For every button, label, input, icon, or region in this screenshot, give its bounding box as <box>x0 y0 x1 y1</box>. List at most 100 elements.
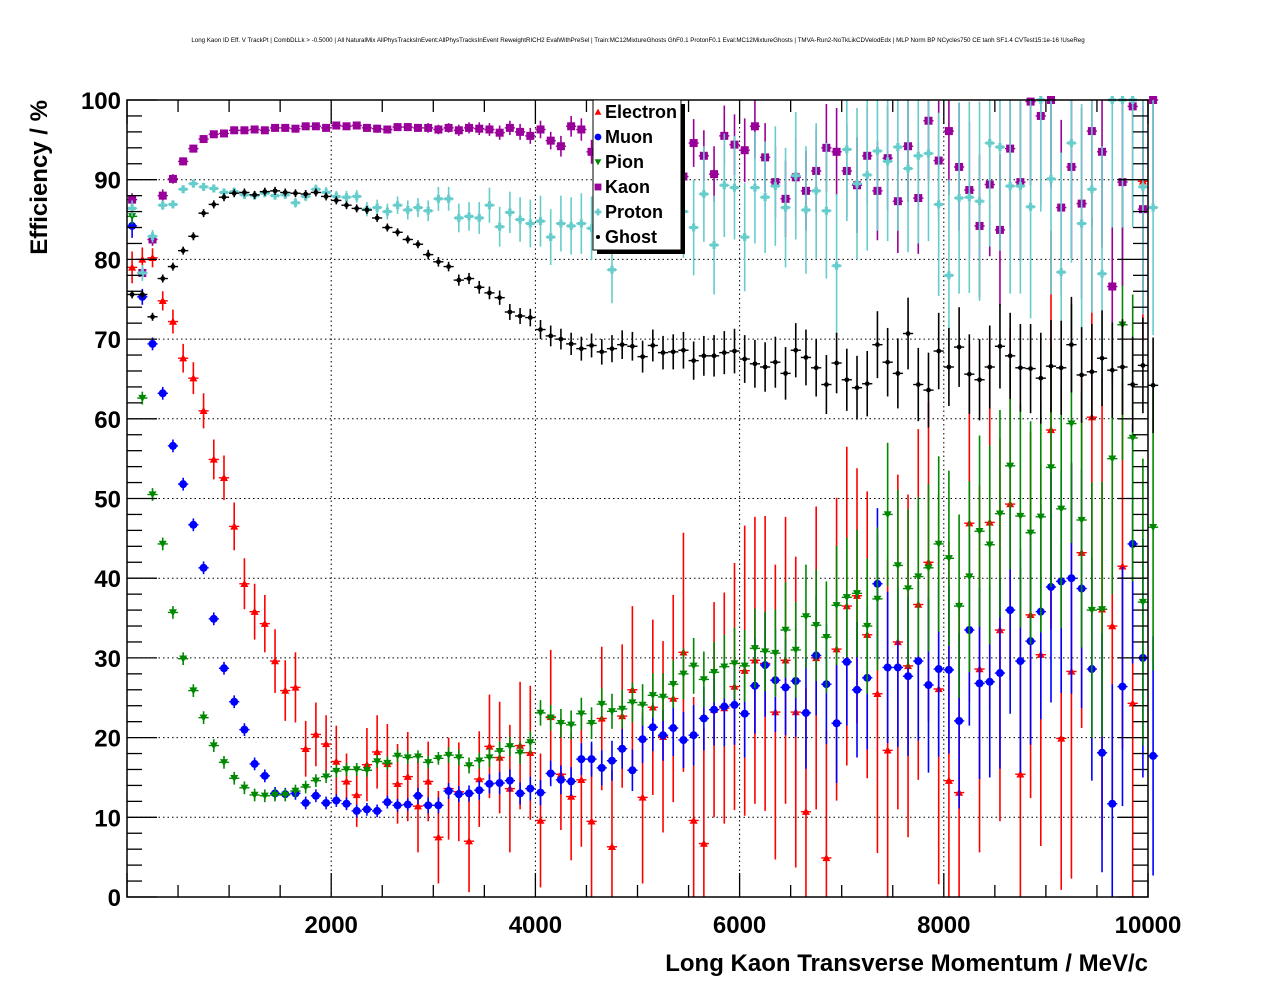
marker-triangle-down <box>342 766 351 774</box>
data-point <box>137 391 148 405</box>
marker-circle <box>505 776 514 785</box>
marker-triangle-down <box>526 739 535 747</box>
data-point <box>372 755 383 768</box>
data-point <box>576 118 587 141</box>
data-point <box>239 558 250 610</box>
data-point <box>525 199 536 248</box>
data-point <box>1086 482 1097 738</box>
marker-dot <box>211 202 217 207</box>
data-point <box>525 776 536 801</box>
marker-dot <box>783 370 788 376</box>
marker-dot <box>721 350 727 356</box>
data-point <box>668 660 679 709</box>
marker-triangle-up <box>822 853 831 862</box>
marker-cross-v <box>906 164 910 173</box>
marker-cross-v <box>926 149 931 158</box>
data-point <box>892 489 903 642</box>
data-point <box>433 797 444 814</box>
marker-circle <box>1006 606 1015 615</box>
data-point <box>372 213 383 222</box>
data-point <box>954 307 965 387</box>
data-point <box>688 704 699 766</box>
data-point <box>188 232 199 241</box>
data-point <box>402 200 413 220</box>
data-point <box>1076 103 1087 344</box>
x-axis-title: Long Kaon Transverse Momentum / MeV/c <box>665 950 1148 977</box>
marker-cross-v <box>528 219 532 228</box>
marker-dot <box>599 349 605 355</box>
data-point <box>484 187 495 223</box>
marker-dot <box>201 210 206 216</box>
data-point <box>157 274 168 283</box>
marker-triangle-down <box>730 660 739 668</box>
marker-triangle-down <box>1098 606 1107 614</box>
legend-entry-pion: Pion <box>594 152 644 172</box>
marker-circle <box>1118 682 1127 691</box>
data-point <box>382 223 393 232</box>
y-tick-label: 0 <box>108 885 121 912</box>
marker-dot <box>987 364 993 370</box>
data-point <box>290 189 301 198</box>
marker-square <box>301 122 310 131</box>
data-point <box>402 123 413 132</box>
marker-triangle-up <box>699 839 708 847</box>
data-point <box>443 783 454 799</box>
data-point <box>586 333 597 358</box>
data-point <box>300 780 311 794</box>
marker-triangle-down <box>444 751 453 760</box>
y-tick-label: 30 <box>94 646 121 673</box>
marker-triangle-up <box>373 747 382 756</box>
data-point <box>637 684 648 726</box>
marker-dot <box>272 188 278 194</box>
marker-circle <box>1067 574 1076 583</box>
data-point <box>545 760 556 787</box>
data-point <box>137 290 148 299</box>
data-point <box>514 308 526 324</box>
data-point <box>627 749 638 791</box>
marker-triangle-down <box>1138 598 1147 607</box>
data-point <box>606 770 618 897</box>
data-point <box>678 331 689 369</box>
marker-triangle-down <box>1026 529 1035 537</box>
marker-dot <box>1058 365 1064 371</box>
data-point <box>259 594 270 653</box>
marker-cross-v <box>375 203 379 212</box>
data-point <box>943 100 955 195</box>
data-point <box>504 736 515 756</box>
marker-triangle-down <box>301 783 310 792</box>
marker-triangle-up <box>311 730 320 738</box>
y-tick-label: 40 <box>94 566 121 593</box>
marker-dot <box>681 347 686 353</box>
data-point <box>719 331 730 375</box>
marker-triangle-up <box>230 522 239 530</box>
y-axis-title: Efficiency / % <box>26 100 53 255</box>
data-point <box>882 591 893 744</box>
marker-dot <box>150 314 155 320</box>
data-point <box>239 781 250 795</box>
data-point <box>647 673 658 718</box>
marker-square <box>516 127 525 136</box>
marker-dot <box>354 205 360 211</box>
data-point <box>137 264 148 281</box>
data-point <box>361 123 373 132</box>
marker-circle <box>148 339 157 348</box>
marker-triangle-up <box>199 406 208 415</box>
marker-circle <box>679 735 688 744</box>
data-point <box>382 756 393 770</box>
data-point <box>1086 323 1097 420</box>
marker-triangle-down <box>189 687 198 695</box>
marker-triangle-down <box>495 747 504 756</box>
data-point <box>586 741 597 777</box>
data-point <box>749 608 761 689</box>
data-point <box>320 715 332 773</box>
marker-square <box>311 122 320 131</box>
marker-dot <box>497 295 503 301</box>
marker-cross-v <box>865 170 869 179</box>
data-point <box>821 581 832 693</box>
marker-circle <box>301 798 310 807</box>
marker-cross-v <box>875 147 880 156</box>
data-point <box>1045 319 1057 413</box>
data-point <box>668 334 679 370</box>
data-point <box>790 323 801 378</box>
marker-triangle-up <box>594 108 602 115</box>
